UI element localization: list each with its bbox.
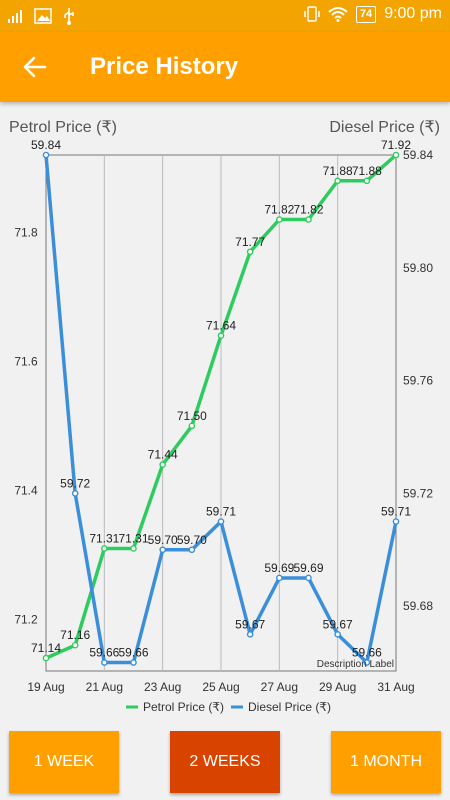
- x-tick-label: 31 Aug: [377, 680, 414, 694]
- petrol-point: [392, 151, 400, 159]
- x-tick-label: 19 Aug: [27, 680, 64, 694]
- petrol-point: [188, 422, 196, 430]
- diesel-data-label: 59.66: [118, 646, 148, 660]
- usb-icon: [64, 8, 74, 25]
- right-tick-label: 59.84: [403, 148, 433, 162]
- petrol-data-label: 71.77: [235, 235, 265, 249]
- petrol-point: [217, 332, 225, 339]
- x-tick-label: 27 Aug: [261, 680, 298, 694]
- petrol-data-label: 71.64: [206, 319, 236, 333]
- petrol-data-label: 71.88: [323, 164, 353, 178]
- diesel-data-label: 59.71: [206, 505, 236, 519]
- right-tick-label: 59.72: [403, 486, 433, 500]
- diesel-point: [363, 659, 371, 666]
- x-tick-label: 29 Aug: [319, 680, 356, 694]
- petrol-point: [130, 545, 137, 552]
- battery-indicator: 74: [355, 5, 377, 23]
- petrol-data-label: 71.50: [177, 409, 207, 423]
- diesel-data-label: 59.67: [323, 617, 353, 631]
- petrol-point: [276, 216, 283, 223]
- left-tick-label: 71.6: [14, 354, 38, 368]
- diesel-data-label: 59.66: [352, 646, 382, 660]
- left-tick-label: 71.8: [14, 225, 38, 239]
- right-tick-label: 59.68: [403, 599, 433, 613]
- left-axis-title: Petrol Price (₹): [9, 119, 117, 136]
- petrol-data-label: 71.14: [31, 641, 61, 655]
- diesel-point: [42, 151, 50, 159]
- x-tick-label: 21 Aug: [86, 680, 123, 694]
- diesel-point: [217, 518, 225, 525]
- diesel-point: [101, 659, 108, 666]
- diesel-point: [334, 631, 341, 638]
- petrol-point: [71, 641, 79, 649]
- legend-diesel-label: Diesel Price (₹): [248, 700, 331, 714]
- diesel-point: [71, 490, 79, 497]
- diesel-point: [130, 659, 137, 666]
- petrol-data-label: 71.82: [264, 203, 294, 217]
- petrol-point: [159, 461, 166, 468]
- wifi-icon: [328, 7, 348, 22]
- diesel-point: [188, 546, 196, 554]
- signal-icon: [8, 10, 22, 23]
- gallery-icon: [34, 8, 52, 24]
- petrol-data-label: 71.31: [118, 531, 148, 545]
- diesel-data-label: 59.67: [235, 617, 265, 631]
- diesel-data-label: 59.70: [148, 533, 178, 547]
- diesel-data-label: 59.71: [381, 505, 411, 519]
- page-title: Price History: [90, 53, 239, 80]
- diesel-point: [305, 574, 312, 582]
- diesel-data-label: 59.84: [31, 140, 61, 152]
- diesel-point: [276, 574, 283, 582]
- petrol-point: [101, 545, 108, 552]
- two-weeks-button[interactable]: 2 WEEKS: [170, 731, 280, 793]
- petrol-data-label: 71.16: [60, 628, 90, 642]
- status-bar: 74 9:00 pm: [0, 0, 450, 32]
- legend-petrol-label: Petrol Price (₹): [143, 700, 224, 714]
- diesel-point: [246, 631, 254, 638]
- petrol-data-label: 71.88: [352, 164, 382, 178]
- right-axis-title: Diesel Price (₹): [329, 119, 440, 136]
- diesel-point: [159, 546, 166, 554]
- diesel-point: [392, 518, 400, 525]
- left-tick-label: 71.4: [14, 483, 38, 497]
- right-tick-label: 59.80: [403, 261, 433, 275]
- diesel-data-label: 59.70: [177, 533, 207, 547]
- price-history-chart: 19 Aug 21 Aug 23 Aug 25 Aug 27 Aug 29 Aug 31 A…: [14, 140, 433, 714]
- diesel-data-label: 59.69: [264, 561, 294, 575]
- diesel-data-label: 59.66: [89, 646, 119, 660]
- range-button-row: 1 WEEK 2 WEEKS 1 MONTH: [0, 731, 450, 793]
- one-week-button[interactable]: 1 WEEK: [9, 731, 119, 793]
- description-label: Description Label: [317, 659, 394, 670]
- petrol-point: [334, 177, 341, 185]
- petrol-point: [246, 248, 254, 256]
- petrol-data-label: 71.92: [381, 140, 411, 152]
- petrol-data-label: 71.82: [293, 203, 323, 217]
- petrol-point: [305, 216, 312, 223]
- diesel-data-label: 59.69: [293, 561, 323, 575]
- one-month-button[interactable]: 1 MONTH: [331, 731, 441, 793]
- left-tick-label: 71.2: [14, 612, 38, 626]
- diesel-data-label: 59.72: [60, 476, 90, 490]
- right-tick-label: 59.76: [403, 374, 433, 388]
- x-tick-label: 23 Aug: [144, 680, 181, 694]
- app-bar: Price History: [0, 32, 450, 102]
- petrol-point: [42, 654, 50, 662]
- x-tick-label: 25 Aug: [202, 680, 239, 694]
- petrol-data-label: 71.31: [89, 531, 119, 545]
- back-arrow-icon[interactable]: [20, 52, 50, 82]
- petrol-point: [363, 177, 371, 185]
- petrol-data-label: 71.44: [148, 448, 178, 462]
- vibrate-icon: [304, 6, 320, 22]
- clock: 9:00 pm: [384, 5, 442, 22]
